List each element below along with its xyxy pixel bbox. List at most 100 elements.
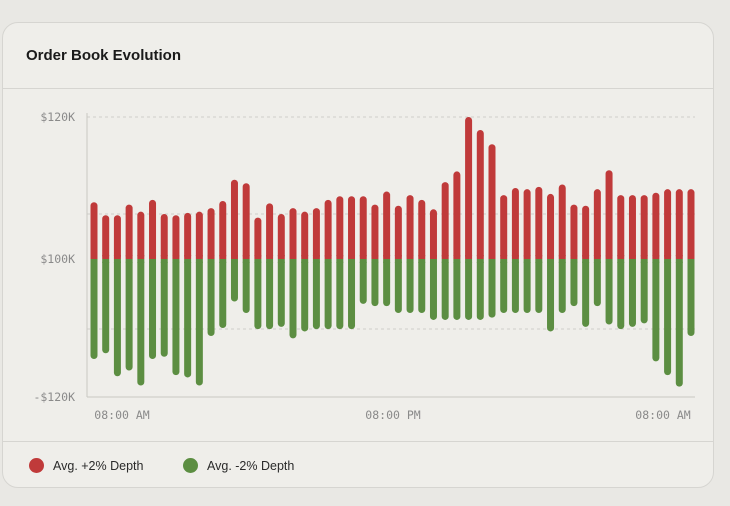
bar-plus-depth-base: [523, 255, 531, 259]
bar-plus-depth-base: [570, 255, 578, 259]
bar-minus-depth: [230, 259, 238, 302]
bar-plus-depth: [242, 183, 250, 259]
bar-plus-depth: [453, 171, 461, 259]
bar-minus-depth-base: [383, 259, 391, 263]
legend-item-minus-depth[interactable]: Avg. -2% Depth: [183, 458, 294, 473]
bar-plus-depth-base: [383, 255, 391, 259]
bar-plus-depth: [418, 199, 426, 259]
bar-minus-depth: [547, 259, 555, 332]
bar-minus-depth: [324, 259, 332, 330]
bar-minus-depth: [523, 259, 531, 314]
bar-plus-depth-base: [219, 255, 227, 259]
bar-plus-depth-base: [172, 255, 180, 259]
bar-minus-depth-base: [535, 259, 543, 263]
bar-plus-depth-base: [640, 255, 648, 259]
bar-minus-depth-base: [418, 259, 426, 263]
bar-minus-depth-base: [113, 259, 121, 263]
bar-plus-depth-base: [593, 255, 601, 259]
bar-plus-depth: [441, 182, 449, 259]
bar-minus-depth-base: [628, 259, 636, 263]
bar-minus-depth: [289, 259, 297, 339]
bar-minus-depth: [266, 259, 274, 330]
bar-minus-depth: [149, 259, 157, 360]
bar-minus-depth-base: [184, 259, 192, 263]
bar-plus-depth: [593, 189, 601, 259]
bar-minus-depth-base: [640, 259, 648, 263]
bar-minus-depth-base: [652, 259, 660, 263]
bar-plus-depth: [617, 195, 625, 259]
bar-minus-depth: [90, 259, 98, 360]
bar-minus-depth: [605, 259, 613, 325]
bar-minus-depth-base: [675, 259, 683, 263]
bar-plus-depth-base: [359, 255, 367, 259]
bar-plus-depth-base: [371, 255, 379, 259]
bar-minus-depth: [640, 259, 648, 324]
bar-plus-depth: [301, 211, 309, 259]
bar-minus-depth: [336, 259, 344, 330]
bar-plus-depth-base: [102, 255, 110, 259]
bar-minus-depth-base: [301, 259, 309, 263]
bar-minus-depth-base: [137, 259, 145, 263]
bar-minus-depth: [242, 259, 250, 314]
bar-plus-depth: [137, 211, 145, 259]
bar-minus-depth: [628, 259, 636, 327]
bar-minus-depth: [593, 259, 601, 307]
bar-plus-depth: [289, 208, 297, 259]
bar-minus-depth-base: [207, 259, 215, 263]
bar-plus-depth-base: [184, 255, 192, 259]
bar-minus-depth-base: [523, 259, 531, 263]
bar-minus-depth: [476, 259, 484, 320]
bar-plus-depth-base: [582, 255, 590, 259]
bar-minus-depth-base: [547, 259, 555, 263]
bar-minus-depth: [371, 259, 379, 307]
bar-plus-depth: [605, 170, 613, 259]
bar-plus-depth-base: [617, 255, 625, 259]
bar-minus-depth-base: [687, 259, 695, 263]
bar-plus-depth-base: [465, 255, 473, 259]
bar-minus-depth: [418, 259, 426, 314]
bar-plus-depth-base: [488, 255, 496, 259]
bar-plus-depth: [266, 203, 274, 259]
bar-minus-depth-base: [172, 259, 180, 263]
bar-plus-depth-base: [254, 255, 262, 259]
bar-plus-depth: [113, 215, 121, 259]
bar-minus-depth-base: [500, 259, 508, 263]
bar-minus-depth: [500, 259, 508, 314]
bar-minus-depth: [125, 259, 133, 371]
bar-plus-depth: [277, 214, 285, 259]
bar-minus-depth-base: [90, 259, 98, 263]
bar-plus-depth: [429, 209, 437, 259]
bar-minus-depth: [465, 259, 473, 320]
bar-minus-depth-base: [219, 259, 227, 263]
bar-minus-depth: [383, 259, 391, 307]
bar-minus-depth-base: [558, 259, 566, 263]
bar-plus-depth: [336, 196, 344, 259]
bar-minus-depth: [488, 259, 496, 318]
bar-plus-depth-base: [652, 255, 660, 259]
bar-plus-depth-base: [301, 255, 309, 259]
bar-minus-depth: [535, 259, 543, 314]
bar-plus-depth: [652, 192, 660, 259]
bar-plus-depth-base: [312, 255, 320, 259]
bar-minus-depth: [675, 259, 683, 387]
bar-minus-depth: [172, 259, 180, 376]
bar-minus-depth: [511, 259, 519, 314]
bar-minus-depth: [277, 259, 285, 327]
legend-item-plus-depth[interactable]: Avg. +2% Depth: [29, 458, 143, 473]
bar-plus-depth-base: [418, 255, 426, 259]
bar-plus-depth: [184, 212, 192, 259]
bar-minus-depth-base: [195, 259, 203, 263]
bar-minus-depth: [113, 259, 121, 377]
bar-plus-depth-base: [336, 255, 344, 259]
card-title: Order Book Evolution: [26, 47, 182, 64]
bar-minus-depth: [348, 259, 356, 330]
bar-minus-depth-base: [242, 259, 250, 263]
bar-plus-depth-base: [289, 255, 297, 259]
chart-card: Order Book Evolution $120K $100K -$120K 08:…: [2, 22, 714, 488]
bar-plus-depth-base: [675, 255, 683, 259]
bar-plus-depth-base: [90, 255, 98, 259]
bar-plus-depth-base: [547, 255, 555, 259]
bar-plus-depth-base: [476, 255, 484, 259]
bar-minus-depth: [582, 259, 590, 327]
bar-minus-depth: [207, 259, 215, 337]
